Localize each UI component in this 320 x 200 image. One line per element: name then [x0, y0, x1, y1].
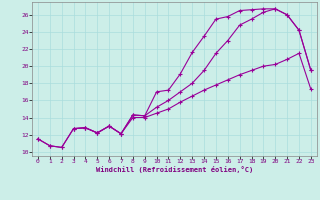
X-axis label: Windchill (Refroidissement éolien,°C): Windchill (Refroidissement éolien,°C) [96, 166, 253, 173]
